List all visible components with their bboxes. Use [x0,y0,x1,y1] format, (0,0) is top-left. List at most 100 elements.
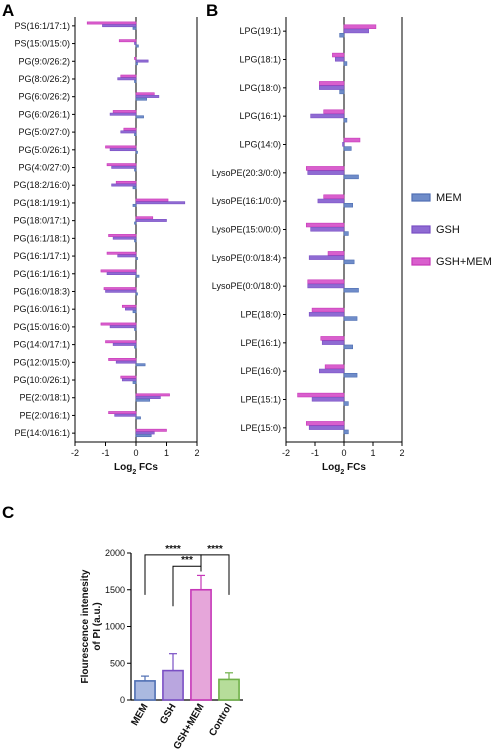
bar-gsh-mem [305,421,345,426]
bar-gsh-mem [135,393,170,397]
bar-mem [343,316,358,321]
category-label: LysoPE(20:3/0:0) [212,168,281,178]
bar-gsh [120,130,137,134]
category-label: LPG(16:1) [239,111,281,121]
bar-mem [343,429,349,435]
bar-gsh [106,272,137,275]
bar-gsh [135,95,160,98]
bar-mem [343,344,353,350]
bar-gsh [319,85,345,90]
legend-swatch [411,257,431,266]
category-label: LPE(15:0) [240,423,281,433]
bar-gsh [310,113,345,119]
y-axis-title-line1: Flourescence intenesity [80,569,91,683]
bar-mem [343,146,352,151]
category-label: Control [207,702,234,738]
category-label: PE(14:0/16:1) [14,428,70,438]
bar-gsh [308,255,345,260]
bar-mem [343,231,349,236]
bar-mem [135,363,146,367]
bar-mem [343,117,348,123]
bar-mem [343,174,359,180]
bar-gsh [115,360,137,364]
category-label: PE(2:0/18:1) [19,393,70,403]
bar-gsh [310,227,345,232]
bar-mem [135,292,138,296]
y-tick-label: 500 [110,658,125,668]
bar-gsh [134,41,137,45]
significance-label: **** [165,544,181,555]
bar-gsh-mem [320,336,345,341]
category-label: LysoPE(0:0/18:4) [212,253,281,263]
x-axis-title: Log2 FCs [322,462,366,476]
bar-gsh [135,396,161,399]
bar-mem [343,61,348,66]
bar-gsh-mem [86,21,137,25]
bar-gsh-mem [108,234,137,237]
bar-gsh-mem [323,194,345,199]
category-label: LPE(18:0) [240,310,281,320]
bar-gsh [319,368,345,374]
bar-gsh [135,431,155,435]
y-tick-label: 1000 [105,622,125,632]
bar-mem [343,401,349,406]
x-axis-title-sub: 2 [340,469,344,476]
x-tick-label: 2 [194,448,199,458]
bar-mem [134,133,137,136]
category-label: LysoPE(0:0/18:0) [212,281,281,291]
category-label: PG(15:0/16:0) [13,322,70,332]
bar-gsh [114,413,137,417]
bar-gsh-mem [121,304,137,308]
bar-gsh [125,307,137,311]
bar-gsh [334,57,345,62]
panel-label-a: A [2,1,14,20]
bar-mem [135,62,138,66]
bar-mem [135,434,152,438]
bar-gsh-mem [105,145,137,149]
bar-gsh [105,289,137,293]
panel-label-b: B [206,1,218,20]
bar-gsh-mem [135,216,154,220]
bar-gsh-mem [134,56,137,60]
bar-gsh-mem [307,279,345,284]
bar-mem [135,398,151,402]
category-label: PS(16:1/17:1) [14,21,70,31]
y-tick-label: 0 [120,695,125,705]
bar-gsh-mem [100,269,137,273]
bar-mem [343,259,355,265]
bar-gsh-mem [343,137,361,143]
x-tick-label: 1 [370,448,375,458]
bar-mem [134,221,137,225]
bar-mem [134,239,137,243]
bar-gsh [112,236,137,240]
bar-gsh-mem [108,358,137,361]
category-label: PG(12:0/15:0) [13,357,70,367]
bar-gsh-mem [100,322,137,326]
category-label: PG(14:0/17:1) [13,340,70,350]
category-label: PG(16:1/17:1) [13,251,70,261]
bar-gsh [135,219,167,222]
x-axis-title: Log2 FCs [114,462,158,476]
x-tick-label: -2 [282,448,290,458]
x-tick-label: 0 [341,448,346,458]
category-label: MEM [129,702,150,728]
category-label: PG(16:1/16:1) [13,269,70,279]
bar-gsh-mem [123,127,137,131]
bar-gsh [135,59,149,63]
bar-mem [135,257,138,260]
bar-mem [134,168,137,172]
bar-mem [343,202,353,208]
legend-swatch [411,193,431,202]
category-label: PG(5:0/26:1) [18,145,70,155]
bar-gsh [162,669,184,701]
bar-gsh [317,198,345,204]
bar-gsh [342,142,345,147]
category-label: LPG(14:0) [239,140,281,150]
bar-gsh-mem [324,364,345,369]
bar-gsh [343,28,369,34]
x-tick-label: 0 [133,448,138,458]
bar-gsh-mem [343,24,377,29]
bar-mem [339,89,345,95]
category-label: LPG(18:0) [239,83,281,93]
legend-swatch [411,225,431,234]
